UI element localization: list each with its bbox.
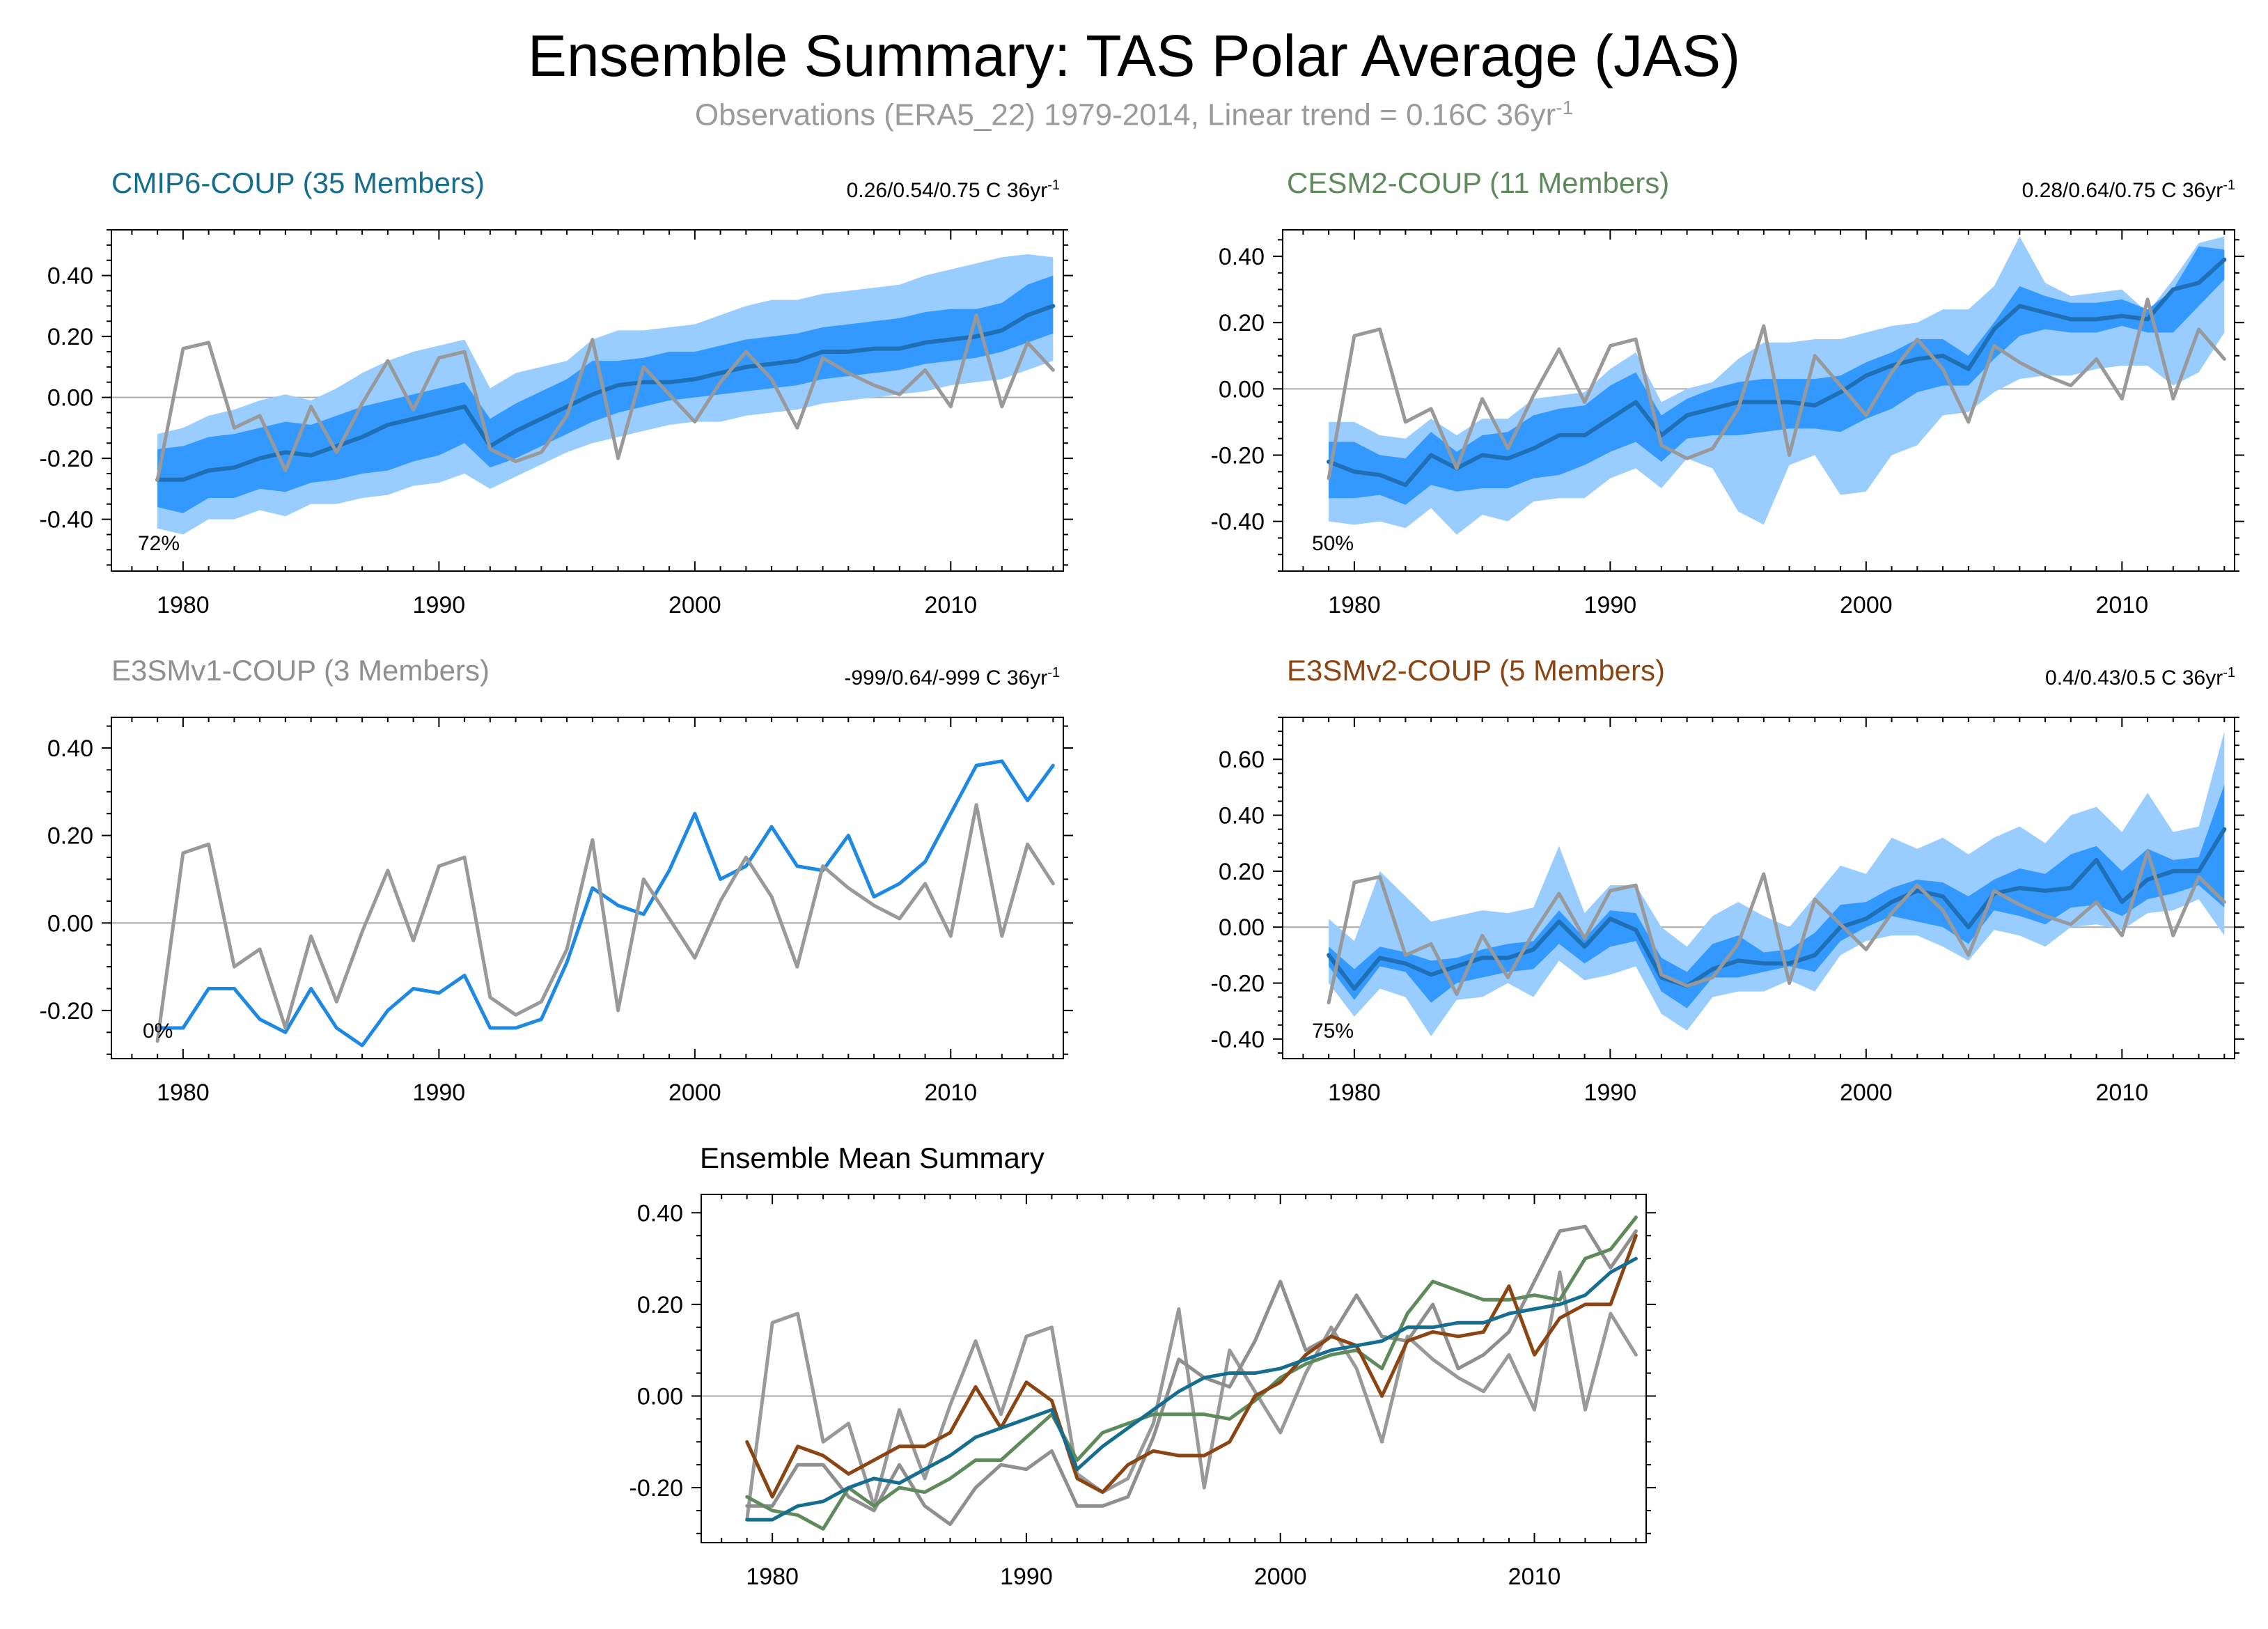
panel-title-e3smv1: E3SMv1-COUP (3 Members)	[111, 654, 490, 687]
ensemble-mean-line	[1327, 827, 2227, 991]
observations-line	[155, 313, 1055, 482]
observations-line	[1327, 297, 2226, 481]
percent-label: 72%	[138, 532, 180, 555]
percent-label: 75%	[1312, 1020, 1354, 1043]
panel-title-cesm2: CESM2-COUP (11 Members)	[1287, 166, 1670, 199]
plot-area-summary	[701, 1215, 1646, 1531]
trend-sup-cesm2: -1	[2223, 178, 2235, 193]
y-tick-label: 0.20	[1219, 859, 1265, 885]
plot-area-cmip6	[111, 254, 1063, 535]
panel-title-e3smv2: E3SMv2-COUP (5 Members)	[1287, 654, 1666, 687]
y-tick-label: -0.20	[40, 998, 94, 1024]
x-tick-label: 2010	[2095, 592, 2148, 618]
trend-text-e3smv1: -999/0.64/-999 C 36yr	[844, 667, 1048, 689]
plot-area-e3smv2	[1283, 731, 2235, 1036]
y-tick-label: 0.60	[1219, 747, 1265, 773]
x-tick-label: 2010	[924, 1079, 977, 1106]
observations-line	[1327, 850, 2226, 1005]
y-tick-label: 0.40	[47, 263, 93, 290]
x-tick-label: 1980	[157, 1079, 210, 1106]
subtitle-superscript: -1	[1556, 97, 1574, 118]
trend-text-cesm2: 0.28/0.64/0.75 C 36yr	[2021, 179, 2223, 202]
y-tick-label: 0.20	[47, 324, 93, 350]
y-tick-label: 0.00	[1219, 914, 1265, 941]
plot-e3smv1: 1980 1990 2000 2010 -0.20 0.00 0.20 0.40 0%	[40, 717, 1073, 1106]
panel-title-summary: Ensemble Mean Summary	[700, 1141, 1045, 1174]
x-tick-label: 2010	[924, 592, 977, 618]
panel-trend-e3smv2: 0.4/0.43/0.5 C 36yr-1	[2045, 659, 2235, 692]
x-tick-label: 1990	[413, 592, 466, 618]
plot-area-e3smv1	[111, 759, 1063, 1047]
y-tick-label: 0.00	[1219, 376, 1265, 403]
x-tick-label: 2000	[1840, 592, 1893, 618]
ensemble-mean-line	[155, 304, 1056, 482]
x-tick-label: 1990	[1584, 1079, 1637, 1106]
plot-area-cesm2	[1283, 236, 2235, 535]
y-tick-label: 0.20	[637, 1292, 683, 1318]
plot-frame-cmip6	[111, 229, 1064, 572]
band-outer-e3smv2	[1329, 731, 2225, 1036]
plot-frame-summary	[701, 1194, 1647, 1543]
y-tick-label: -0.20	[629, 1475, 684, 1502]
series-line-cesm2	[745, 1215, 1638, 1531]
x-tick-label: 1980	[746, 1564, 799, 1590]
main-title: Ensemble Summary: TAS Polar Average (JAS…	[527, 23, 1741, 88]
trend-text-e3smv2: 0.4/0.43/0.5 C 36yr	[2045, 667, 2223, 689]
x-tick-label: 2010	[2095, 1079, 2148, 1106]
y-tick-label: 0.40	[1219, 244, 1265, 270]
percent-label: 50%	[1312, 532, 1354, 555]
plot-summary: 1980 1990 2000 2010 -0.20 0.00 0.20 0.40	[629, 1194, 1656, 1590]
plot-cmip6: 1980 1990 2000 2010 -0.40 -0.20 0.00 0.20 0.40 72…	[40, 229, 1073, 618]
subtitle-text: Observations (ERA5_22) 1979-2014, Linear…	[694, 98, 1556, 132]
panel-title-cmip6: CMIP6-COUP (35 Members)	[111, 166, 485, 199]
y-tick-label: 0.00	[637, 1383, 683, 1410]
ensemble-mean-line	[155, 759, 1055, 1047]
x-tick-label: 2000	[1254, 1564, 1307, 1590]
x-tick-label: 1980	[1328, 1079, 1381, 1106]
y-tick-label: 0.40	[637, 1200, 683, 1226]
panel-trend-e3smv1: -999/0.64/-999 C 36yr-1	[844, 659, 1060, 692]
trend-sup-e3smv1: -1	[1047, 665, 1060, 680]
panel-trend-cesm2: 0.28/0.64/0.75 C 36yr-1	[2022, 171, 2235, 205]
main-subtitle: Observations (ERA5_22) 1979-2014, Linear…	[0, 89, 2268, 134]
y-tick-label: 0.20	[47, 823, 93, 850]
plot-frame-e3smv1	[111, 717, 1064, 1059]
x-tick-label: 2000	[668, 1079, 721, 1106]
x-tick-label: 2010	[1508, 1564, 1561, 1590]
y-tick-label: 0.00	[47, 910, 93, 937]
x-tick-label: 1990	[1000, 1564, 1053, 1590]
x-tick-label: 1990	[1584, 592, 1637, 618]
x-tick-label: 1980	[157, 592, 210, 618]
x-tick-label: 2000	[668, 592, 721, 618]
trend-sup-cmip6: -1	[1047, 178, 1060, 193]
trend-text-cmip6: 0.26/0.54/0.75 C 36yr	[846, 179, 1048, 202]
plot-e3smv2: 1980 1990 2000 2010 -0.40 -0.20 0.00 0.20 0.40 0.…	[1211, 717, 2244, 1106]
trend-sup-e3smv2: -1	[2223, 665, 2235, 680]
series-line-e3smv1	[745, 1224, 1638, 1527]
x-tick-label: 1990	[413, 1079, 466, 1106]
y-tick-label: -0.20	[1211, 442, 1265, 469]
y-tick-label: 0.20	[1219, 310, 1265, 336]
y-tick-label: -0.20	[1211, 971, 1265, 997]
series-line-e3smv2	[745, 1233, 1638, 1499]
series-line-cmip6	[745, 1256, 1638, 1522]
ensemble-mean-line	[1327, 257, 2227, 488]
x-tick-label: 2000	[1840, 1079, 1893, 1106]
y-tick-label: 0.40	[1219, 803, 1265, 829]
y-tick-label: -0.40	[1211, 509, 1265, 536]
observations-line	[155, 803, 1055, 1043]
panel-trend-cmip6: 0.26/0.54/0.75 C 36yr-1	[847, 171, 1060, 205]
y-tick-label: -0.40	[1211, 1027, 1265, 1053]
percent-label: 0%	[143, 1020, 173, 1043]
y-tick-label: 0.40	[47, 735, 93, 762]
series-line-observations	[745, 1270, 1638, 1522]
y-tick-label: -0.20	[40, 446, 94, 472]
y-tick-label: -0.40	[40, 507, 94, 533]
plot-cesm2: 1980 1990 2000 2010 -0.40 -0.20 0.00 0.20 0.40 50…	[1211, 229, 2244, 618]
plot-frame-e3smv2	[1282, 717, 2235, 1059]
plot-frame-cesm2	[1282, 229, 2235, 572]
x-tick-label: 1980	[1328, 592, 1381, 618]
y-tick-label: 0.00	[47, 385, 93, 412]
